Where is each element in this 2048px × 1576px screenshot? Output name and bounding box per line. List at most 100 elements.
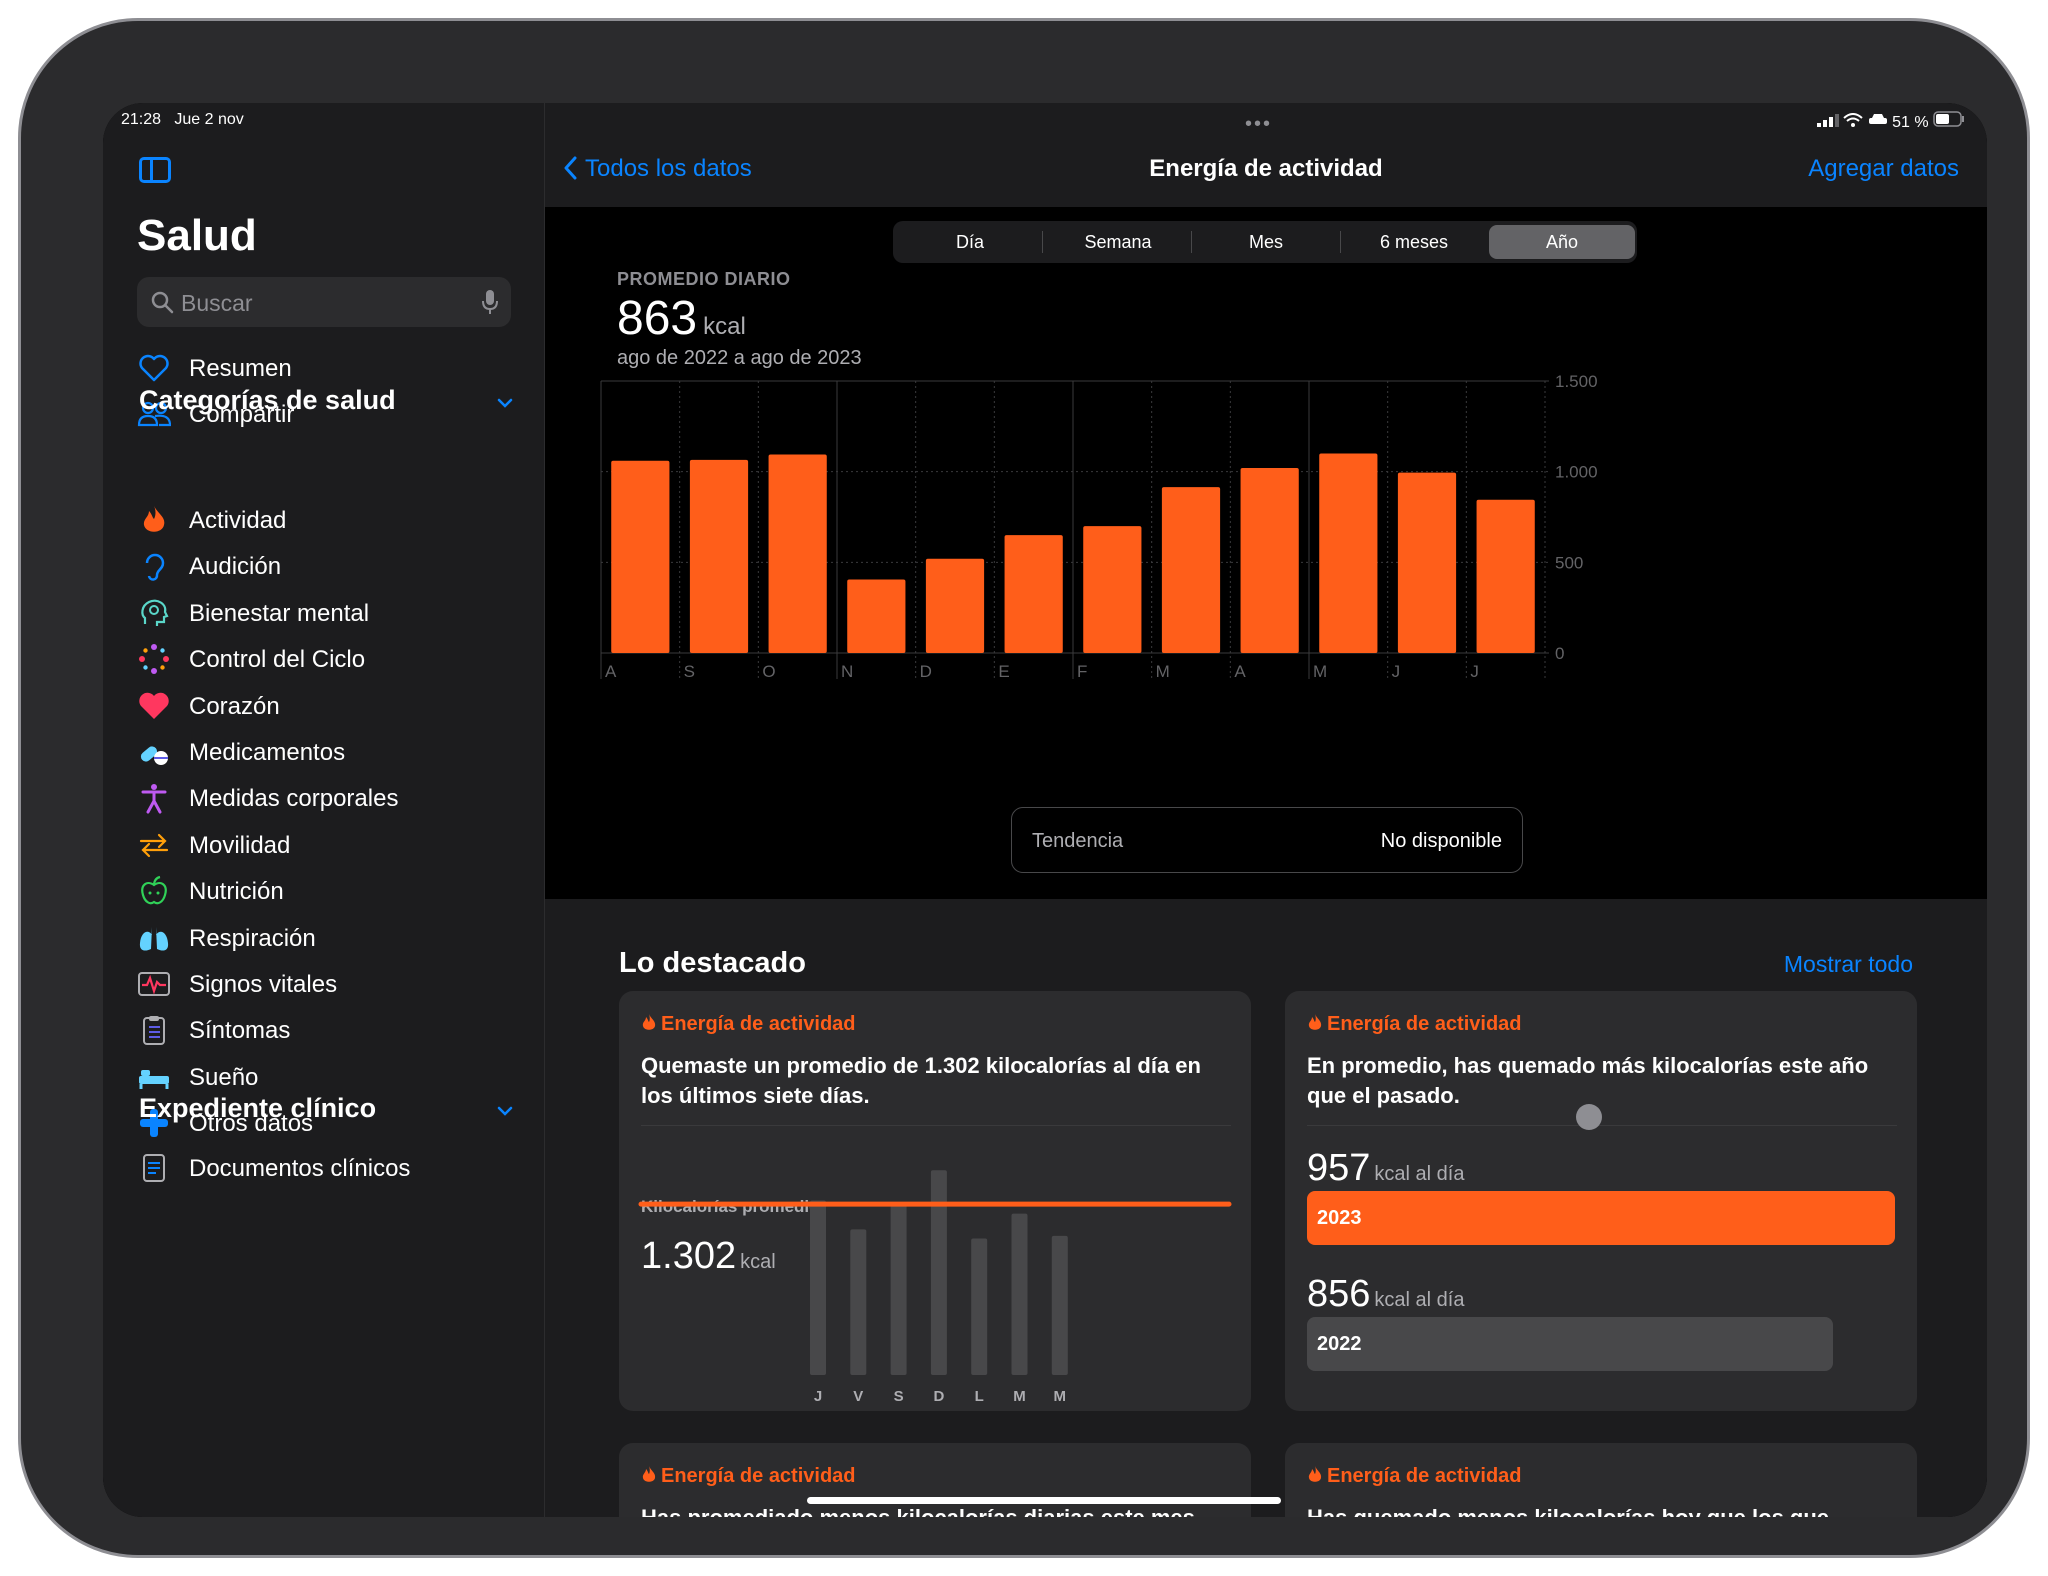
sidebar-item-documentos[interactable]: Documentos clínicos: [137, 1143, 517, 1193]
show-all-link[interactable]: Mostrar todo: [1783, 951, 1913, 977]
app-title: Salud: [137, 211, 257, 260]
navigation-bar: ••• 51 % Todos los datos Energía de acti…: [545, 103, 1987, 207]
segment-6-meses[interactable]: 6 meses: [1379, 232, 1449, 252]
lungs-icon: [139, 926, 169, 951]
y-tick-label: 500: [1555, 553, 1583, 572]
flame-icon: [1308, 1466, 1322, 1482]
x-tick-label: J: [1392, 662, 1401, 681]
mini-x-label: M: [1054, 1388, 1067, 1405]
sidebar-item-actividad[interactable]: Actividad: [137, 495, 517, 545]
section-title-expediente[interactable]: Expediente clínico: [139, 1093, 377, 1123]
summary-label: PROMEDIO DIARIO: [617, 269, 791, 289]
sidebar-item-label: Respiración: [189, 924, 316, 952]
activity-bar-chart[interactable]: 0 500 1.000 1.500 A S O N D E F M A M J J: [545, 373, 1987, 743]
compare-number: 957: [1307, 1147, 1371, 1189]
bar-4[interactable]: [925, 558, 985, 653]
sidebar-item-compartir[interactable]: Compartir: [137, 389, 517, 439]
sidebar-item-movilidad[interactable]: Movilidad: [137, 820, 517, 870]
compare-year: 2023: [1317, 1207, 1362, 1229]
search-icon: [151, 291, 174, 314]
bar-9[interactable]: [1319, 453, 1378, 653]
segment-mes[interactable]: Mes: [1248, 232, 1283, 252]
search-placeholder: Buscar: [181, 290, 253, 316]
signal-icon: [1816, 114, 1839, 127]
back-label: Todos los datos: [585, 155, 752, 182]
mini-bar-3: [930, 1170, 947, 1375]
card-title-text: Energía de actividad: [661, 1465, 856, 1487]
screen: 21:28 Jue 2 nov Salud Buscar Resumen Com…: [103, 103, 1987, 1517]
bar-0[interactable]: [611, 460, 670, 653]
main-pane: ••• 51 % Todos los datos Energía de acti…: [545, 103, 1987, 1517]
card-title-text: Energía de actividad: [1327, 1013, 1522, 1035]
sidebar-item-audición[interactable]: Audición: [137, 541, 517, 591]
microphone-icon[interactable]: [481, 289, 499, 315]
section-title-categorias[interactable]: Categorías de salud: [139, 385, 396, 415]
sidebar-item-síntomas[interactable]: Síntomas: [137, 1005, 517, 1055]
search-input[interactable]: Buscar: [137, 277, 511, 327]
sidebar-item-bienestar-mental[interactable]: Bienestar mental: [137, 588, 517, 638]
sidebar-item-signos-vitales[interactable]: Signos vitales: [137, 959, 517, 1009]
home-indicator[interactable]: [807, 1497, 1281, 1504]
mini-bar-4: [971, 1238, 988, 1375]
segment-divider: [1340, 231, 1341, 253]
bar-10[interactable]: [1397, 472, 1457, 653]
bar-8[interactable]: [1240, 468, 1299, 653]
chevron-down-icon[interactable]: [497, 1103, 513, 1119]
sidebar-item-medidas-corporales[interactable]: Medidas corporales: [137, 773, 517, 823]
add-data-button[interactable]: Agregar datos: [1808, 155, 1959, 182]
segment-dia[interactable]: Día: [955, 232, 984, 252]
bar-5[interactable]: [1004, 535, 1063, 653]
bar-7[interactable]: [1161, 487, 1221, 653]
card-title-text: Energía de actividad: [661, 1013, 856, 1035]
x-tick-label: A: [1234, 662, 1246, 681]
battery-text: 51 %: [1892, 114, 1929, 131]
sidebar-item-resumen[interactable]: Resumen: [137, 343, 517, 393]
highlight-card-weekly[interactable]: Energía de actividad Quemaste un promedi…: [619, 991, 1251, 1411]
trend-value: No disponible: [1380, 830, 1502, 852]
sidebar-item-label: Control del Ciclo: [189, 646, 366, 674]
bed-icon: [139, 1069, 169, 1089]
compare-bar-2023: 2023: [1307, 1191, 1895, 1245]
mini-bar-2: [890, 1203, 907, 1375]
chevron-left-icon: [564, 156, 577, 180]
summary-number: 863: [617, 292, 698, 345]
compare-year: 2022: [1317, 1333, 1362, 1355]
bar-11[interactable]: [1476, 499, 1535, 653]
segment-semana[interactable]: Semana: [1084, 232, 1152, 252]
x-tick-label: A: [605, 662, 617, 681]
time-text: 21:28: [121, 111, 162, 128]
sidebar-item-respiración[interactable]: Respiración: [137, 913, 517, 963]
chevron-down-icon[interactable]: [497, 395, 513, 411]
highlights-section: Lo destacado Mostrar todo Energía de act…: [545, 899, 1987, 1517]
back-button[interactable]: Todos los datos: [563, 155, 752, 183]
sidebar-item-otros-datos[interactable]: Otros datos: [137, 1098, 517, 1148]
mini-x-label: J: [814, 1388, 822, 1405]
mini-bar-1: [850, 1229, 867, 1375]
compare-value-2023: 957 kcal al día: [1307, 1147, 1464, 1190]
sidebar-item-nutrición[interactable]: Nutrición: [137, 866, 517, 916]
compare-unit: kcal al día: [1374, 1289, 1465, 1311]
sidebar-item-corazón[interactable]: Corazón: [137, 681, 517, 731]
trend-row[interactable]: Tendencia No disponible: [1011, 807, 1523, 873]
figure-icon: [141, 784, 167, 814]
sidebar-item-medicamentos[interactable]: Medicamentos: [137, 727, 517, 777]
highlight-card-yearly[interactable]: Energía de actividad En promedio, has qu…: [1285, 991, 1917, 1411]
bar-6[interactable]: [1083, 526, 1142, 653]
people-icon: [137, 401, 171, 427]
x-tick-label: F: [1077, 662, 1087, 681]
mini-x-label: M: [1013, 1388, 1026, 1405]
highlight-card-monthly[interactable]: Energía de actividad Has promediado meno…: [619, 1443, 1251, 1517]
bar-2[interactable]: [768, 454, 827, 653]
highlight-card-daily[interactable]: Energía de actividad Has quemado menos k…: [1285, 1443, 1917, 1517]
bar-1[interactable]: [689, 459, 749, 653]
sidebar-item-label: Audición: [189, 553, 282, 581]
mini-x-label: D: [933, 1388, 944, 1405]
sidebar-item-sueño[interactable]: Sueño: [137, 1052, 517, 1102]
sidebar-toggle-icon[interactable]: [139, 157, 171, 183]
bar-3[interactable]: [847, 579, 906, 653]
sidebar-item-control-del-ciclo[interactable]: Control del Ciclo: [137, 634, 517, 684]
segment-ano[interactable]: Año: [1489, 225, 1635, 259]
multitasking-dots-icon[interactable]: •••: [1245, 113, 1273, 135]
ipad-frame: 21:28 Jue 2 nov Salud Buscar Resumen Com…: [18, 18, 2030, 1558]
